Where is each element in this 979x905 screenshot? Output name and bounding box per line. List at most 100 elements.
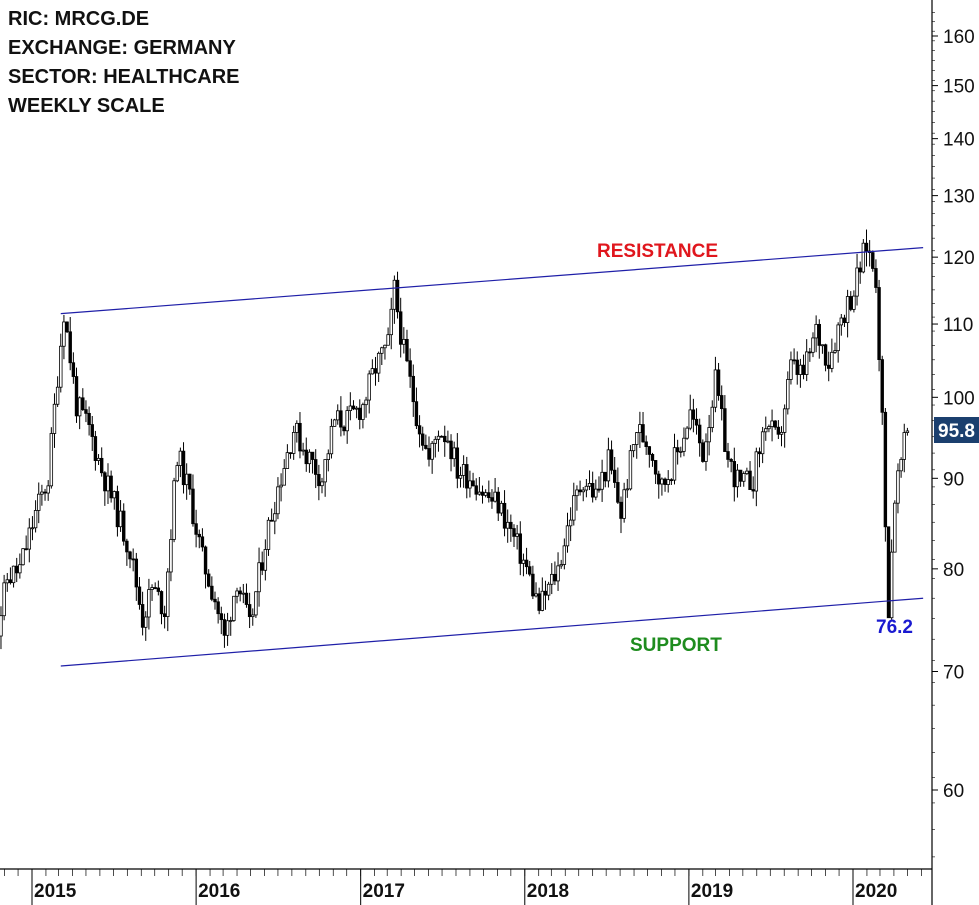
candle-body <box>247 604 252 618</box>
candle-body <box>716 369 721 396</box>
candle-body <box>351 405 356 410</box>
candle-body <box>839 317 844 326</box>
candle-body <box>222 619 227 636</box>
candle-body <box>307 451 312 465</box>
candle-body <box>175 465 179 482</box>
candle-body <box>411 375 415 403</box>
x-tick-label: 2017 <box>363 881 405 902</box>
candle-body <box>99 457 104 474</box>
candle-body <box>118 510 123 528</box>
candle-body <box>697 424 702 444</box>
candle-body <box>600 471 604 490</box>
candle-body <box>540 590 545 611</box>
candle-body <box>235 590 239 597</box>
y-tick-label: 140 <box>943 130 975 151</box>
candle-body <box>713 369 718 408</box>
candle-body <box>889 551 894 619</box>
candle-body <box>817 323 821 346</box>
candle-body <box>531 573 535 597</box>
candle-body <box>276 486 280 515</box>
candle-body <box>144 616 148 628</box>
candle-body <box>279 484 283 488</box>
candle-body <box>449 440 453 460</box>
candle-body <box>613 469 617 483</box>
candle-body <box>786 379 790 410</box>
candle-body <box>685 427 689 439</box>
candle-body <box>886 526 891 619</box>
candle-body <box>496 491 500 514</box>
candle-body <box>669 479 674 482</box>
trendline-layer <box>60 247 924 667</box>
candle-body <box>578 489 582 493</box>
candle-body <box>471 480 475 487</box>
candle-body <box>339 410 343 428</box>
candle-body <box>849 296 853 310</box>
candle-body <box>556 565 560 582</box>
candle-body <box>811 337 815 353</box>
candle-body <box>483 492 488 496</box>
candle-body <box>666 479 670 485</box>
candle-body <box>672 447 677 481</box>
candle-body <box>827 364 831 369</box>
candle-body <box>439 435 444 438</box>
candle-body <box>266 519 271 550</box>
candle-body <box>606 449 611 482</box>
candle-body <box>493 491 497 502</box>
y-tick-label: 130 <box>943 187 975 208</box>
candle-body <box>304 449 308 465</box>
candle-body <box>128 551 132 560</box>
candle-body <box>858 267 862 273</box>
candle-body <box>581 489 585 493</box>
last-price-label: 95.8 <box>938 421 975 442</box>
candle-body <box>49 433 54 487</box>
candle-body <box>150 587 154 590</box>
candle-body <box>782 408 787 433</box>
candle-body <box>354 407 359 410</box>
candle-body <box>804 351 809 375</box>
candle-body <box>361 404 365 420</box>
candle-body <box>474 485 478 495</box>
y-tick-label: 70 <box>943 662 964 683</box>
candle-body <box>660 478 664 485</box>
candle-body <box>808 351 812 354</box>
candle-body <box>512 528 516 537</box>
candle-body <box>764 428 768 433</box>
candle-body <box>59 345 63 388</box>
y-tick-label: 110 <box>943 315 973 336</box>
candle-body <box>77 397 82 417</box>
candle-body <box>295 422 299 433</box>
candle-body <box>732 461 737 488</box>
candle-body <box>402 338 406 345</box>
candle-body <box>584 485 589 491</box>
candle-body <box>675 447 680 453</box>
candle-body <box>210 585 214 600</box>
exchange-label: EXCHANGE: GERMANY <box>8 37 236 59</box>
candle-body <box>587 483 592 487</box>
candle-body <box>436 435 441 440</box>
y-tick-label: 160 <box>943 27 975 48</box>
candle-body <box>468 480 472 489</box>
candle-body <box>389 308 393 336</box>
candle-body <box>348 405 353 411</box>
x-tick-label: 2018 <box>527 881 569 902</box>
candle-body <box>153 587 157 589</box>
candle-body <box>729 459 733 462</box>
candle-body <box>855 267 859 297</box>
candle-body <box>169 539 173 573</box>
candle-body <box>178 450 183 466</box>
candle-body <box>424 444 428 449</box>
candle-body <box>443 435 447 443</box>
candle-body <box>421 433 425 446</box>
candle-body <box>200 536 205 548</box>
candle-body <box>156 587 161 592</box>
candle-body <box>90 424 94 437</box>
candle-body <box>395 279 400 313</box>
y-tick-layer: 60 70 80 90 100 110 120 130 140 150 160 <box>932 12 975 858</box>
candle-body <box>455 447 460 479</box>
candle-body <box>546 583 551 596</box>
candle-body <box>345 410 349 432</box>
candle-body <box>380 347 384 354</box>
candle-body <box>723 408 727 452</box>
candle-body <box>528 566 532 575</box>
candle-body <box>184 473 189 486</box>
